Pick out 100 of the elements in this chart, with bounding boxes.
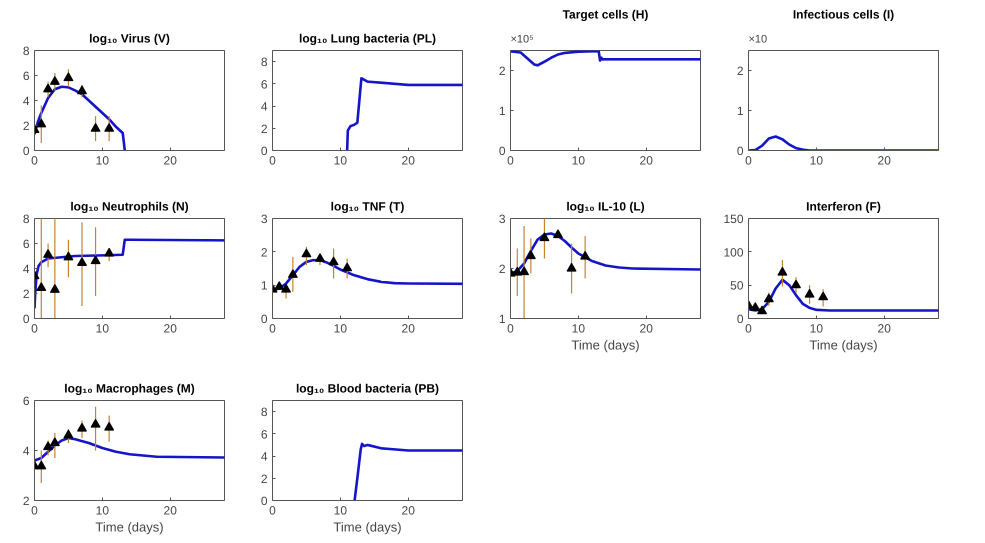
point (63, 430, 74, 438)
y-tick-label: 6 (22, 394, 30, 408)
y-tick-label: 150 (723, 212, 744, 226)
point (301, 248, 312, 258)
line-series (346, 76, 462, 150)
chart-title: log₁₀ Lung bacteria (PL) (298, 32, 436, 46)
y-tick-label: 2 (498, 262, 506, 276)
x-tick-label: 10 (96, 322, 110, 336)
point (281, 284, 292, 293)
y-tick-label: 8 (260, 405, 268, 420)
point (90, 122, 101, 132)
y-tick-label: 0 (22, 312, 30, 326)
x-tick-label: 10 (96, 154, 110, 168)
point (539, 232, 550, 242)
x-tick-label: 0 (269, 504, 276, 518)
chart-title: Infectious cells (I) (792, 8, 894, 22)
chart-title: log₁₀ IL-10 (L) (566, 200, 645, 214)
point (757, 305, 768, 314)
x-tick-label: 10 (334, 504, 348, 518)
x-tick-label: 0 (507, 154, 514, 168)
x-tick-label: 20 (640, 154, 654, 168)
y-tick-label: 4 (260, 450, 268, 464)
point (104, 248, 114, 257)
point (777, 266, 788, 276)
point (77, 257, 87, 266)
x-tick-label: 20 (402, 322, 416, 336)
line-series (34, 85, 126, 150)
x-tick-label: 20 (402, 504, 416, 518)
x-tick-label: 20 (402, 154, 416, 168)
y-tick-label: 2 (260, 472, 268, 486)
y-tick-label: 2 (22, 119, 30, 133)
point (77, 85, 87, 94)
y-tick-label: 0 (498, 144, 506, 158)
text: ×10⁵ (510, 34, 534, 46)
point (50, 437, 60, 446)
y-tick-label: 2 (260, 245, 268, 260)
point (63, 72, 74, 82)
point (43, 84, 54, 92)
y-tick-label: 8 (22, 44, 30, 58)
point (580, 250, 590, 260)
chart-title: Target cells (H) (562, 8, 648, 22)
y-tick-label: 3 (498, 212, 506, 226)
y-tick-label: 4 (22, 262, 30, 276)
chart-title: log₁₀ Neutrophils (N) (70, 200, 189, 214)
y-tick-label: 100 (723, 245, 744, 260)
x-tick-label: 20 (878, 154, 892, 168)
y-tick-label: 0 (260, 312, 268, 326)
line-series (353, 442, 462, 500)
x-tick-label: 20 (164, 154, 178, 168)
y-tick-label: 8 (260, 55, 268, 70)
x-tick-label: 0 (269, 322, 276, 336)
point (77, 422, 87, 432)
point (566, 262, 577, 272)
chart-title: log₁₀ Virus (V) (89, 32, 170, 46)
point (36, 118, 46, 128)
x-tick-label: 10 (334, 322, 348, 336)
point (750, 302, 760, 311)
x-tick-label: 0 (31, 504, 38, 518)
y-tick-label: 6 (260, 427, 268, 442)
y-tick-label: 2 (736, 64, 744, 78)
y-tick-label: 6 (22, 237, 30, 251)
y-tick-label: 0 (260, 144, 268, 158)
x-tick-label: 20 (164, 322, 178, 336)
point (36, 282, 46, 291)
point (50, 284, 60, 293)
y-tick-label: 6 (22, 69, 30, 83)
chart-title: Interferon (F) (806, 200, 881, 214)
y-tick-label: 1 (736, 104, 744, 118)
point (804, 288, 815, 298)
point (519, 266, 530, 276)
point (90, 255, 101, 264)
y-tick-label: 0 (736, 312, 744, 326)
point (104, 122, 114, 132)
y-tick-label: 8 (22, 212, 30, 226)
point (818, 291, 828, 300)
y-tick-label: 4 (22, 444, 30, 458)
y-tick-label: 0 (736, 144, 744, 158)
x-axis-title: Time (days) (809, 338, 878, 352)
point (43, 441, 54, 450)
y-tick-label: 0 (260, 494, 268, 508)
point (315, 253, 325, 262)
point (764, 293, 774, 302)
x-tick-label: 0 (745, 154, 752, 168)
x-axis-title: Time (days) (571, 338, 640, 352)
y-tick-label: 1 (498, 312, 506, 326)
point (36, 460, 46, 470)
chart-title: log₁₀ TNF (T) (330, 200, 404, 214)
x-tick-label: 0 (269, 154, 276, 168)
line-series (34, 238, 224, 310)
y-tick-label: 0 (22, 144, 30, 158)
x-tick-label: 20 (878, 322, 892, 336)
point (328, 256, 339, 266)
point (791, 279, 801, 288)
text: ×10 (748, 34, 768, 46)
point (526, 250, 536, 260)
x-tick-label: 10 (96, 504, 110, 518)
x-tick-label: 10 (810, 154, 824, 168)
point (43, 249, 54, 258)
y-tick-label: 4 (260, 100, 268, 114)
chart-title: log₁₀ Macrophages (M) (64, 382, 195, 396)
